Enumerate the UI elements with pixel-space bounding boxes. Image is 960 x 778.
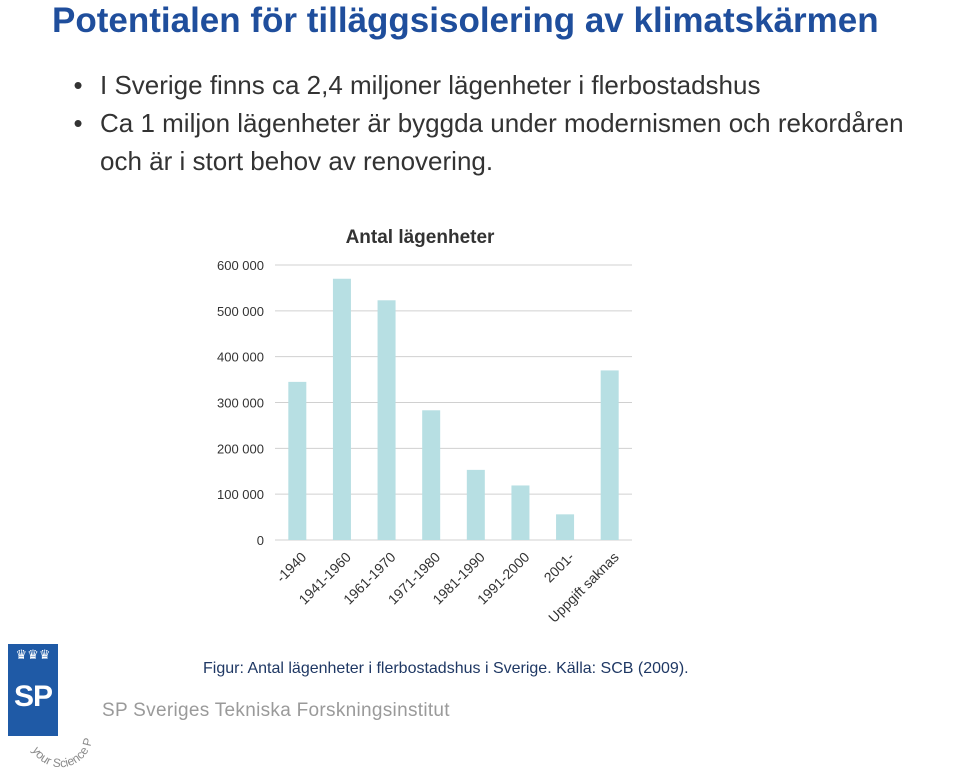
- y-tick-label: 600 000: [217, 258, 264, 273]
- bar-chart: Antal lägenheter 0 100 000 200 000 300 000 4…: [217, 227, 632, 626]
- chart-gridlines: [275, 264, 632, 541]
- bullet-dot: •: [73, 108, 83, 138]
- bar: [422, 410, 441, 540]
- bullet-item: • I Sverige finns ca 2,4 miljoner lägenh…: [68, 66, 928, 104]
- svg-text:your Science Partner: your Science Partner: [22, 700, 95, 770]
- bar: [377, 300, 396, 540]
- crowns-icon: ♛♛♛: [15, 647, 51, 662]
- x-tick-label: 2001-: [541, 549, 578, 586]
- figure-caption: Figur: Antal lägenheter i flerbostadshus…: [203, 660, 689, 677]
- y-tick-label: 400 000: [217, 350, 264, 365]
- bullet-text: I Sverige finns ca 2,4 miljoner lägenhet…: [100, 70, 761, 100]
- logo-text: SP: [13, 680, 53, 713]
- y-tick-label: 500 000: [217, 304, 264, 319]
- bar: [600, 370, 619, 540]
- y-axis-ticks: 0 100 000 200 000 300 000 400 000 500 000 600 …: [217, 258, 264, 548]
- bar: [332, 278, 351, 540]
- bar: [288, 381, 307, 540]
- y-tick-label: 0: [257, 533, 264, 548]
- bullet-item: • Ca 1 miljon lägenheter är byggda under…: [68, 104, 928, 180]
- chart-title: Antal lägenheter: [346, 227, 495, 248]
- x-tick-label: -1940: [273, 549, 310, 586]
- bar: [466, 469, 485, 540]
- seal-text: your Science Partner: [22, 700, 95, 770]
- y-tick-label: 300 000: [217, 396, 264, 411]
- bar: [511, 485, 530, 540]
- bullet-list: • I Sverige finns ca 2,4 miljoner lägenh…: [68, 66, 928, 180]
- slide-title: Potentialen för tilläggsisolering av kli…: [52, 1, 879, 40]
- bullet-text: Ca 1 miljon lägenheter är byggda under m…: [100, 108, 904, 176]
- science-partner-seal: your Science Partner: [22, 700, 95, 770]
- bar: [556, 514, 575, 540]
- y-tick-label: 200 000: [217, 441, 264, 456]
- x-axis-ticks: -19401941-19601961-19701971-19801981-199…: [273, 549, 622, 626]
- chart-bars: [288, 278, 619, 540]
- y-tick-label: 100 000: [217, 487, 264, 502]
- bullet-dot: •: [73, 70, 83, 100]
- sp-logo: ♛♛♛ SP: [8, 644, 58, 736]
- organization-name: SP Sveriges Tekniska Forskningsinstitut: [102, 700, 450, 721]
